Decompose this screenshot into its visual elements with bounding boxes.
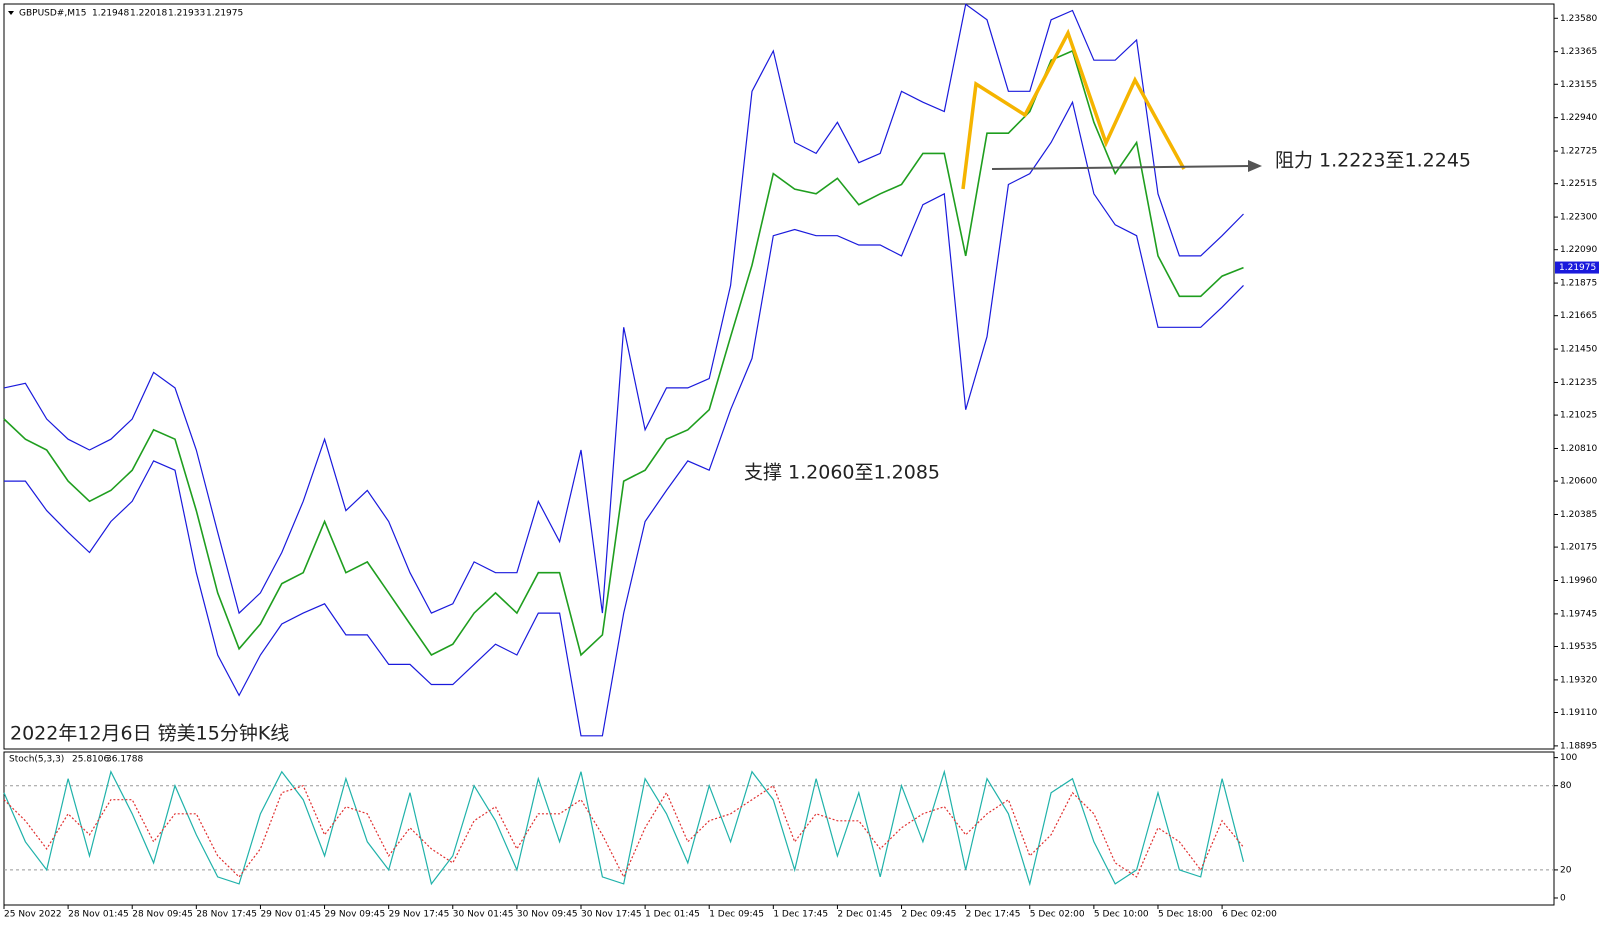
pattern-zigzag [961,28,1186,190]
x-tick-label: 1 Dec 09:45 [709,910,764,920]
y-tick-label: 1.19320 [1560,675,1597,685]
y-tick-label: 1.22515 [1560,179,1597,189]
y-tick-label: 1.23365 [1560,47,1597,57]
x-tick-label: 5 Dec 10:00 [1094,910,1149,920]
series-line [3,784,1244,879]
x-tick-label: 28 Nov 09:45 [132,910,193,920]
y-tick-label: 1.20385 [1560,510,1597,520]
x-tick-label: 28 Nov 17:45 [196,910,257,920]
y-tick-label: 1.21875 [1560,279,1597,289]
x-tick-label: 1 Dec 17:45 [773,910,828,920]
x-tick-label: 29 Nov 17:45 [389,910,450,920]
stoch-main: 25.8106 [72,755,109,765]
x-tick-label: 2 Dec 09:45 [902,910,957,920]
y-tick-label: 1.21665 [1560,311,1597,321]
stoch-panel [3,751,1555,906]
x-tick-label: 30 Nov 17:45 [581,910,642,920]
y-tick-label: 80 [1560,781,1572,791]
ohlc-close: 1.21975 [206,9,243,19]
resistance-label: 阻力 1.2223至1.2245 [1275,150,1471,172]
symbol: GBPUSD#,M15 [19,9,86,19]
y-tick-label: 1.18895 [1560,741,1597,751]
y-tick-label: 0 [1560,893,1566,903]
series-line [4,100,1244,737]
y-tick-label: 1.20600 [1560,477,1597,487]
x-tick-label: 30 Nov 09:45 [517,910,578,920]
y-tick-label: 1.20175 [1560,543,1597,553]
y-tick-label: 1.19960 [1560,576,1597,586]
y-tick-label: 20 [1560,865,1572,875]
y-tick-label: 1.23580 [1560,14,1597,24]
y-tick-label: 1.19745 [1560,609,1597,619]
y-tick-label: 1.22725 [1560,147,1597,157]
support-label: 支撑 1.2060至1.2085 [744,462,940,484]
y-tick-label: 1.23155 [1560,80,1597,90]
series-line [3,3,1244,615]
x-tick-label: 5 Dec 18:00 [1158,910,1213,920]
x-tick-label: 1 Dec 01:45 [645,910,700,920]
x-tick-label: 29 Nov 09:45 [325,910,386,920]
x-tick-label: 2 Dec 01:45 [837,910,892,920]
x-tick-label: 29 Nov 01:45 [260,910,321,920]
y-tick-label: 1.22090 [1560,245,1597,255]
x-tick-label: 5 Dec 02:00 [1030,910,1085,920]
y-tick-label: 1.22940 [1560,113,1597,123]
y-tick-label: 1.19535 [1560,642,1597,652]
main-panel [3,3,1555,750]
y-tick-label: 1.20810 [1560,444,1597,454]
header-icon [8,11,14,15]
y-tick-label: 100 [1560,753,1577,763]
ohlc-low: 1.21933 [168,9,205,19]
y-tick-label: 1.21450 [1560,345,1597,355]
y-tick-label: 1.21025 [1560,411,1597,421]
annotations: 阻力 1.2223至1.2245 支撑 1.2060至1.2085 2022年1… [10,28,1471,745]
x-tick-label: 30 Nov 01:45 [453,910,514,920]
y-tick-label: 1.19110 [1560,708,1597,718]
price-tag-label: 1.21975 [1559,263,1596,273]
x-tick-label: 2 Dec 17:45 [966,910,1021,920]
header: GBPUSD#,M15 1.21948 1.22018 1.21933 1.21… [8,9,243,765]
x-tick-label: 28 Nov 01:45 [68,910,129,920]
ohlc-open: 1.21948 [92,9,129,19]
stoch-title: Stoch(5,3,3) [9,755,64,765]
x-tick-label: 25 Nov 2022 [4,910,62,920]
resistance-arrow [991,165,1251,170]
ohlc-high: 1.22018 [130,9,167,19]
y-tick-label: 1.22300 [1560,213,1597,223]
arrow-head [1248,160,1262,172]
chart-caption: 2022年12月6日 镑美15分钟K线 [10,723,289,745]
series-line [3,769,1245,887]
y-tick-label: 1.21235 [1560,378,1597,388]
price-tag [1555,261,1599,274]
stoch-signal: 36.1788 [106,755,143,765]
x-tick-label: 6 Dec 02:00 [1222,910,1277,920]
